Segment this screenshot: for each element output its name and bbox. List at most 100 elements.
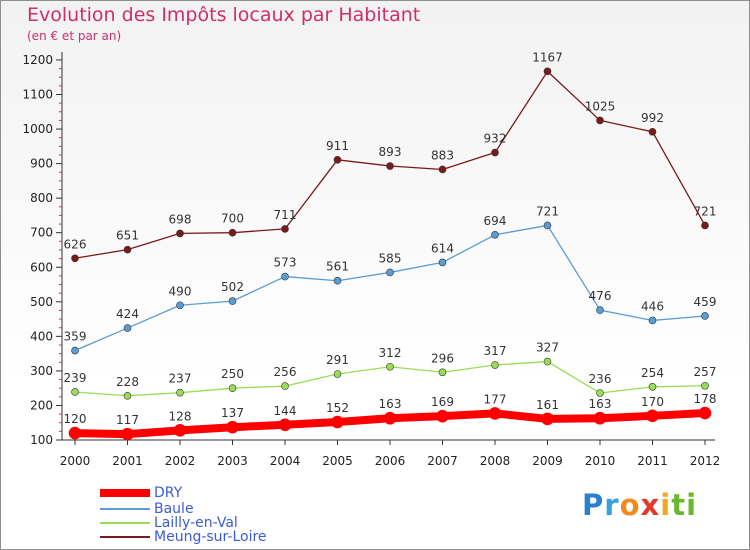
data-label-meung-sur-loire: 911 — [326, 139, 349, 153]
data-label-dry: 178 — [694, 392, 717, 406]
data-point-baule — [123, 324, 132, 332]
data-point-lailly-en-val — [648, 382, 657, 391]
data-label-meung-sur-loire: 700 — [221, 212, 244, 226]
data-label-dry: 117 — [116, 413, 139, 427]
data-label-baule: 476 — [589, 289, 612, 303]
legend-swatch-meung-sur-loire — [100, 535, 150, 538]
x-tick-label: 2002 — [165, 454, 196, 468]
data-point-lailly-en-val — [333, 370, 342, 378]
data-label-dry: 128 — [169, 409, 192, 423]
proxiti-logo: Proxiti — [582, 488, 697, 522]
data-label-lailly-en-val: 317 — [484, 344, 507, 358]
data-point-baule — [543, 221, 552, 230]
data-label-baule: 502 — [221, 280, 244, 294]
data-label-meung-sur-loire: 883 — [431, 148, 454, 162]
logo-letter: r — [604, 488, 620, 522]
data-point-baule — [596, 306, 604, 314]
data-label-dry: 152 — [326, 401, 349, 415]
data-label-dry: 177 — [484, 392, 507, 406]
legend-item-baule: Baule — [100, 500, 194, 517]
data-point-baule — [386, 268, 394, 277]
legend-item-meung-sur-loire: Meung-sur-Loire — [100, 529, 267, 545]
data-point-dry — [226, 420, 239, 434]
data-point-meung-sur-loire — [386, 162, 394, 170]
data-point-baule — [228, 297, 237, 305]
data-point-baule — [71, 346, 79, 355]
data-point-dry — [331, 415, 344, 429]
x-tick-label: 2008 — [480, 454, 511, 468]
data-label-lailly-en-val: 256 — [274, 365, 297, 379]
data-label-lailly-en-val: 312 — [379, 346, 402, 360]
data-point-baule — [438, 258, 447, 267]
x-tick-label: 2011 — [637, 454, 668, 468]
data-point-dry — [121, 427, 134, 441]
data-label-dry: 120 — [64, 412, 87, 426]
x-tick-label: 2007 — [427, 454, 458, 468]
data-label-meung-sur-loire: 721 — [694, 204, 717, 218]
legend-label-baule: Baule — [154, 500, 194, 517]
data-point-lailly-en-val — [228, 384, 237, 392]
logo-letter: i — [660, 488, 672, 522]
data-label-baule: 614 — [431, 241, 454, 255]
data-point-lailly-en-val — [596, 389, 604, 397]
data-point-baule — [281, 272, 289, 281]
data-label-meung-sur-loire: 711 — [274, 208, 297, 222]
data-point-meung-sur-loire — [176, 229, 184, 238]
legend-swatch-baule — [100, 507, 150, 510]
logo-letter: o — [619, 488, 641, 522]
data-point-lailly-en-val — [123, 391, 132, 400]
data-label-lailly-en-val: 250 — [221, 367, 244, 381]
data-label-baule: 694 — [484, 214, 507, 228]
data-point-dry — [383, 411, 397, 425]
data-label-lailly-en-val: 291 — [326, 353, 349, 367]
data-point-dry — [698, 406, 712, 420]
data-label-meung-sur-loire: 932 — [484, 132, 507, 146]
data-label-baule: 585 — [379, 251, 402, 265]
data-point-baule — [701, 312, 709, 320]
data-label-lailly-en-val: 239 — [64, 371, 87, 385]
data-point-dry — [278, 418, 292, 432]
data-point-meung-sur-loire — [596, 116, 604, 125]
y-tick-label: 700 — [30, 226, 53, 240]
data-label-lailly-en-val: 228 — [116, 375, 139, 389]
data-label-meung-sur-loire: 698 — [169, 212, 192, 226]
x-tick-label: 2001 — [112, 454, 143, 468]
x-tick-label: 2006 — [375, 454, 406, 468]
y-tick-label: 1000 — [22, 122, 53, 136]
data-point-dry — [646, 409, 659, 423]
legend-item-dry: DRY — [100, 484, 183, 501]
data-label-baule: 561 — [326, 260, 349, 274]
data-point-meung-sur-loire — [123, 245, 132, 254]
legend-item-lailly-en-val: Lailly-en-Val — [100, 514, 238, 531]
y-tick-label: 400 — [30, 329, 53, 343]
logo-letter: t — [671, 488, 687, 522]
data-point-lailly-en-val — [491, 361, 499, 369]
logo-letter: x — [640, 488, 661, 522]
data-label-meung-sur-loire: 992 — [641, 111, 664, 125]
legend-label-dry: DRY — [154, 484, 183, 501]
logo-letter: P — [582, 488, 605, 522]
data-label-meung-sur-loire: 626 — [64, 237, 87, 251]
data-label-meung-sur-loire: 893 — [379, 145, 402, 159]
data-point-baule — [333, 276, 342, 285]
legend-label-lailly-en-val: Lailly-en-Val — [154, 514, 238, 531]
y-tick-label: 300 — [30, 364, 53, 378]
x-tick-label: 2000 — [60, 454, 91, 468]
data-point-meung-sur-loire — [491, 148, 499, 157]
logo-letter: i — [686, 488, 698, 522]
data-point-dry — [541, 412, 554, 426]
data-label-lailly-en-val: 237 — [169, 372, 192, 386]
data-label-baule: 573 — [274, 256, 297, 270]
y-tick-label: 600 — [30, 260, 53, 274]
data-point-lailly-en-val — [438, 368, 447, 377]
data-point-meung-sur-loire — [333, 155, 342, 164]
data-label-baule: 424 — [116, 307, 139, 321]
data-label-meung-sur-loire: 1025 — [585, 99, 616, 113]
data-point-lailly-en-val — [701, 381, 709, 390]
data-label-baule: 446 — [641, 299, 664, 313]
data-point-baule — [176, 301, 184, 310]
data-point-meung-sur-loire — [438, 165, 447, 174]
x-tick-label: 2003 — [217, 454, 248, 468]
y-tick-label: 100 — [30, 433, 53, 447]
data-point-lailly-en-val — [543, 357, 552, 366]
